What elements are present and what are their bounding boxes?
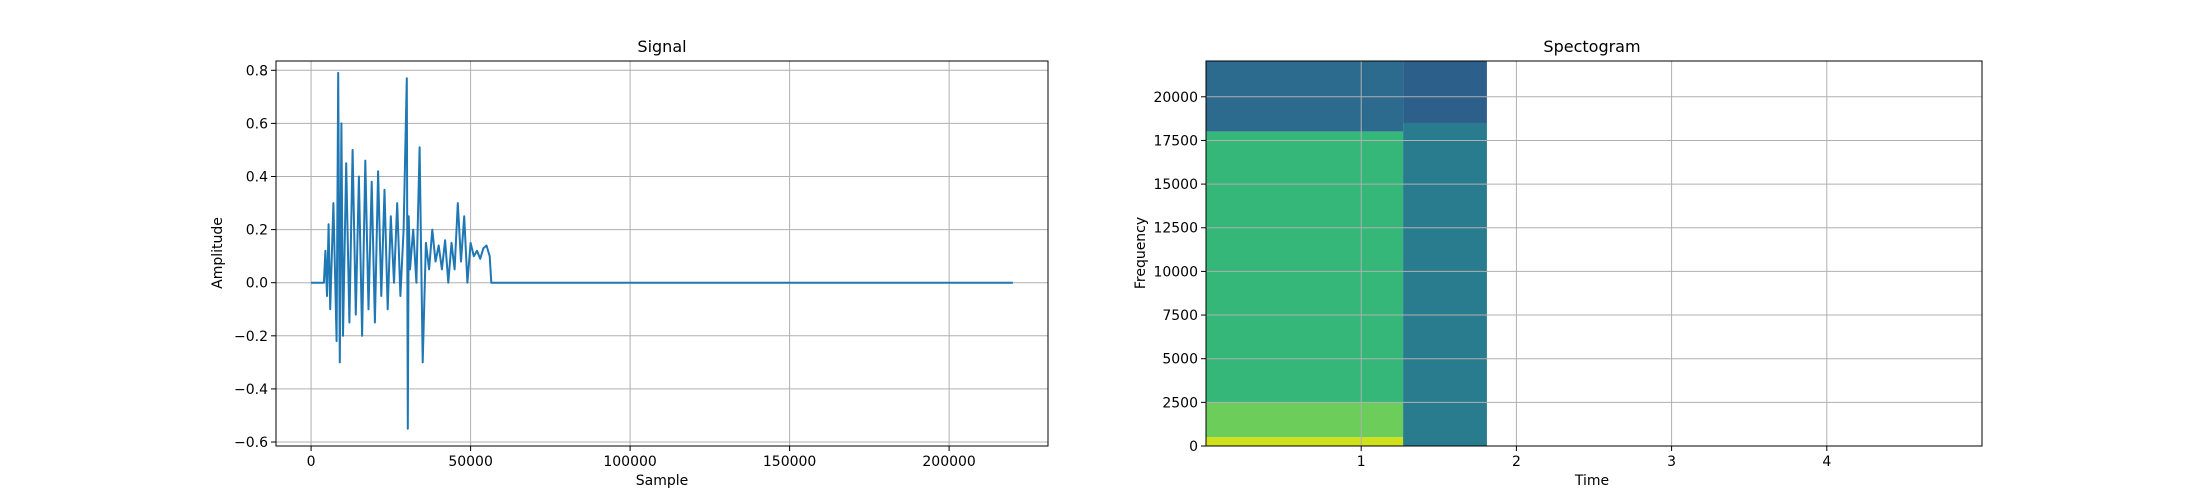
spectrogram-axes-frame [1205, 60, 1983, 447]
spectrogram-frame [1205, 60, 1983, 447]
signal-y-tick-label: −0.6 [234, 435, 268, 451]
spectrogram-x-axis-label: Time [1574, 473, 1609, 489]
signal-y-tick-label: −0.2 [234, 329, 268, 345]
signal-y-axis-label: Amplitude [210, 217, 226, 289]
spectrogram-chart-title: Spectogram [1543, 37, 1640, 56]
signal-y-tick-label: 0.0 [246, 276, 268, 292]
spectrogram-x-tick-label: 3 [1667, 454, 1676, 470]
signal-x-tick-label: 0 [307, 454, 316, 470]
signal-y-tick-label: 0.2 [246, 223, 268, 239]
signal-tick-labels: 0 50000 100000 150000 200000 −0.6 −0.4 −0.2 0.0 0… [234, 60, 1049, 470]
signal-x-axis-label: Sample [636, 473, 689, 489]
spectrogram-y-tick-label: 12500 [1153, 221, 1198, 237]
signal-plot-area [311, 71, 1013, 430]
signal-y-tick-label: 0.8 [246, 63, 268, 79]
spectrogram-y-tick-label: 20000 [1153, 90, 1198, 106]
spectrogram-region [1206, 402, 1404, 438]
spectrogram-tick-labels: 1 2 3 4 0 2500 5000 7500 10000 12500 15000 17500 200… [1153, 90, 1831, 470]
spectrogram-y-tick-label: 7500 [1162, 308, 1198, 324]
signal-chart-title: Signal [637, 37, 686, 56]
spectrogram-x-tick-label: 1 [1357, 454, 1366, 470]
signal-x-tick-label: 150000 [763, 454, 816, 470]
spectrogram-y-axis-label: Frequency [1133, 217, 1149, 289]
signal-y-tick-label: −0.4 [234, 382, 268, 398]
signal-chart: Signal 0 50000 100000 150000 200000 −0.6 −0.4 −… [210, 37, 1049, 489]
spectrogram-chart: Spectogram 1 2 3 4 0 2500 5000 7500 10000 12500 15… [1133, 37, 1983, 489]
spectrogram-region [1206, 437, 1404, 446]
spectrogram-y-tick-label: 5000 [1162, 352, 1198, 368]
spectrogram-y-tick-label: 10000 [1153, 264, 1198, 280]
spectrogram-image [1206, 61, 1487, 446]
spectrogram-x-tick-label: 2 [1512, 454, 1521, 470]
spectrogram-region [1403, 61, 1487, 123]
spectrogram-region [1206, 131, 1404, 403]
signal-x-tick-label: 50000 [448, 454, 493, 470]
spectrogram-region [1403, 122, 1487, 446]
signal-axes-frame [275, 60, 1049, 447]
signal-y-tick-label: 0.6 [246, 116, 268, 132]
spectrogram-y-tick-label: 15000 [1153, 177, 1198, 193]
signal-x-tick-label: 100000 [603, 454, 656, 470]
signal-series-line [311, 71, 1013, 430]
spectrogram-y-tick-label: 17500 [1153, 133, 1198, 149]
spectrogram-x-tick-label: 4 [1822, 454, 1831, 470]
spectrogram-y-tick-label: 2500 [1162, 395, 1198, 411]
spectrogram-y-tick-label: 0 [1189, 439, 1198, 455]
signal-y-tick-label: 0.4 [246, 170, 268, 186]
signal-x-tick-label: 200000 [922, 454, 975, 470]
